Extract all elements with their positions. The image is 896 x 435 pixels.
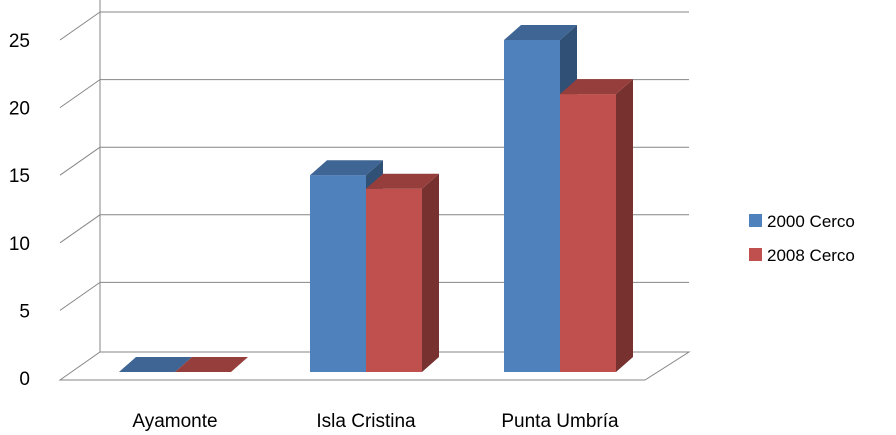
bar-front bbox=[366, 188, 422, 372]
legend-swatch bbox=[749, 214, 762, 227]
y-tick-label: 20 bbox=[9, 99, 30, 120]
legend-swatch bbox=[749, 248, 762, 261]
y-tick-label: 15 bbox=[9, 166, 30, 187]
bar-top bbox=[119, 357, 192, 372]
gridline-side bbox=[59, 214, 101, 244]
bar-side bbox=[422, 173, 439, 372]
bar-front bbox=[310, 175, 366, 372]
y-tick-label: 0 bbox=[19, 369, 30, 390]
chart-floor bbox=[58, 351, 691, 381]
bar-front bbox=[560, 94, 616, 372]
y-axis-ticks: 0 5 10 15 20 25 bbox=[9, 31, 30, 390]
bar-top bbox=[366, 173, 439, 189]
bar-top bbox=[175, 357, 248, 372]
gridline-side bbox=[59, 11, 101, 41]
x-axis-categories: Ayamonte Isla Cristina Punta Umbría bbox=[132, 411, 619, 432]
bar-top bbox=[560, 79, 633, 95]
legend: 2000 Cerco 2008 Cerco bbox=[749, 212, 855, 265]
bar-side bbox=[616, 79, 633, 372]
x-category-label: Ayamonte bbox=[132, 411, 217, 432]
bar-top bbox=[504, 25, 577, 40]
gridline-side bbox=[59, 281, 101, 311]
y-tick-label: 5 bbox=[19, 301, 30, 322]
gridline-side bbox=[59, 79, 101, 109]
legend-label: 2000 Cerco bbox=[767, 212, 855, 231]
legend-label: 2008 Cerco bbox=[767, 246, 855, 265]
y-tick-label: 25 bbox=[9, 31, 30, 52]
x-category-label: Isla Cristina bbox=[316, 411, 416, 432]
x-category-label: Punta Umbría bbox=[501, 411, 619, 432]
bar-top bbox=[310, 160, 383, 176]
y-tick-label: 10 bbox=[9, 234, 30, 255]
gridline-side bbox=[59, 146, 101, 176]
bar-series-group bbox=[119, 25, 633, 372]
bar-front bbox=[504, 40, 560, 372]
